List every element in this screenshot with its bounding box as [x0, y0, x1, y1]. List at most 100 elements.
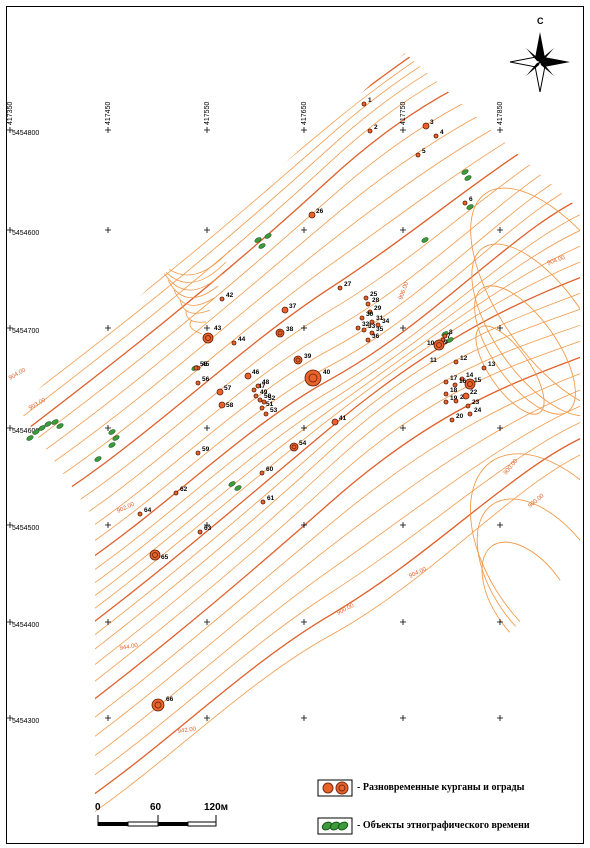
- kurgan-marker-26: 26: [308, 208, 324, 219]
- kurgan-circle: [244, 372, 252, 380]
- kurgan-label: 57: [224, 385, 232, 392]
- kurgan-label: 2: [374, 124, 378, 131]
- contour-line: [474, 285, 576, 415]
- kurgan-label: 64: [144, 507, 152, 514]
- kurgan-marker-19: 19: [443, 395, 458, 405]
- contour-line: [476, 498, 580, 662]
- kurgan-marker-48: 48: [255, 379, 270, 389]
- grid-cross: [301, 227, 307, 233]
- ethno-object: [56, 423, 64, 429]
- grid-cross: [105, 227, 111, 233]
- kurgan-ring: [291, 444, 297, 450]
- kurgan-label: 11: [430, 357, 437, 364]
- legend-ethno-symbol: [317, 817, 353, 835]
- grid-cross: [105, 425, 111, 431]
- contour-label: 903.00: [28, 397, 47, 412]
- grid-cross: [400, 325, 406, 331]
- grid-y-label: 5454800: [12, 130, 39, 137]
- contour-line: [18, 53, 580, 403]
- contour-line: [470, 187, 580, 413]
- contour-line: [18, 189, 580, 611]
- ethno-object: [421, 237, 429, 243]
- kurgan-label: 25: [370, 291, 378, 298]
- kurgan-label: 44: [238, 336, 246, 343]
- kurgan-circle: [255, 383, 261, 389]
- kurgan-marker-33: 33: [361, 323, 376, 333]
- kurgan-label: 31: [376, 315, 384, 322]
- kurgan-marker-51: 51: [259, 401, 274, 411]
- ethno-object: [464, 175, 472, 181]
- kurgan-label: 50: [264, 393, 272, 400]
- contour-label: 904.00: [408, 566, 428, 579]
- kurgan-label: 53: [270, 407, 278, 414]
- kurgan-ring: [308, 373, 318, 383]
- kurgan-label: 35: [376, 326, 384, 333]
- grid-cross: [400, 522, 406, 528]
- grid-cross: [204, 325, 210, 331]
- kurgan-marker-4: 4: [433, 129, 444, 139]
- kurgan-marker-40: 40: [304, 369, 331, 387]
- kurgan-circle: [433, 133, 439, 139]
- kurgan-label: 26: [316, 208, 324, 215]
- kurgan-circle: [137, 511, 143, 517]
- kurgan-circle: [363, 295, 369, 301]
- kurgan-marker-36: 36: [365, 333, 380, 343]
- kurgan-circle: [259, 405, 265, 411]
- contour-line: [18, 301, 580, 723]
- kurgan-label: 65: [161, 554, 169, 561]
- kurgan-circle: [259, 470, 265, 476]
- kurgan-circle: [481, 365, 487, 371]
- kurgan-marker-38: 38: [275, 326, 294, 338]
- kurgan-marker-29: 29: [367, 305, 382, 315]
- grid-cross: [400, 715, 406, 721]
- ethno-object: [258, 243, 266, 249]
- kurgan-circle: [281, 306, 289, 314]
- grid-cross: [497, 619, 503, 625]
- kurgan-circle: [261, 399, 267, 405]
- kurgan-ring: [152, 552, 158, 558]
- kurgan-circle: [442, 333, 448, 339]
- kurgan-marker-20: 20: [449, 413, 464, 423]
- kurgan-marker-50: 50: [257, 393, 272, 403]
- contour-line: [18, 349, 580, 771]
- kurgan-label: 60: [266, 466, 274, 473]
- grid-cross: [204, 522, 210, 528]
- scale-label-120: 120м: [204, 802, 229, 813]
- kurgan-label: 55: [200, 361, 208, 368]
- kurgan-label: 33: [368, 323, 376, 330]
- kurgan-label: 19: [450, 395, 458, 402]
- kurgan-circle: [202, 332, 214, 344]
- kurgan-marker-18: 18: [443, 387, 458, 397]
- north-label: С: [537, 16, 544, 26]
- grid-cross: [105, 715, 111, 721]
- kurgan-ring: [154, 701, 162, 709]
- kurgan-label: 48: [262, 379, 270, 386]
- kurgan-label: 13: [488, 361, 496, 368]
- kurgan-circle: [231, 340, 237, 346]
- kurgan-label: 6: [469, 196, 473, 203]
- kurgan-label: 52: [268, 395, 276, 402]
- kurgan-label: 61: [267, 495, 275, 502]
- kurgan-circle: [422, 122, 430, 130]
- kurgan-marker-11: 11: [430, 357, 437, 364]
- grid-cross: [400, 127, 406, 133]
- grid-cross: [301, 325, 307, 331]
- kurgan-marker-10: 10: [427, 339, 445, 351]
- contour-line: [18, 53, 580, 451]
- grid-cross: [7, 522, 13, 528]
- contour-line: [18, 141, 580, 563]
- contour-line: [475, 325, 545, 415]
- kurgan-label: 28: [372, 297, 380, 304]
- kurgan-marker-17: 17: [443, 375, 458, 385]
- ethno-object: [112, 435, 120, 441]
- contour-line: [18, 53, 580, 323]
- grid-cross: [7, 127, 13, 133]
- ethno-object: [264, 233, 272, 239]
- grid-cross: [7, 425, 13, 431]
- kurgan-marker-35: 35: [369, 326, 384, 336]
- kurgan-label: 49: [260, 389, 268, 396]
- kurgan-circle: [453, 398, 459, 404]
- kurgan-circle: [367, 128, 373, 134]
